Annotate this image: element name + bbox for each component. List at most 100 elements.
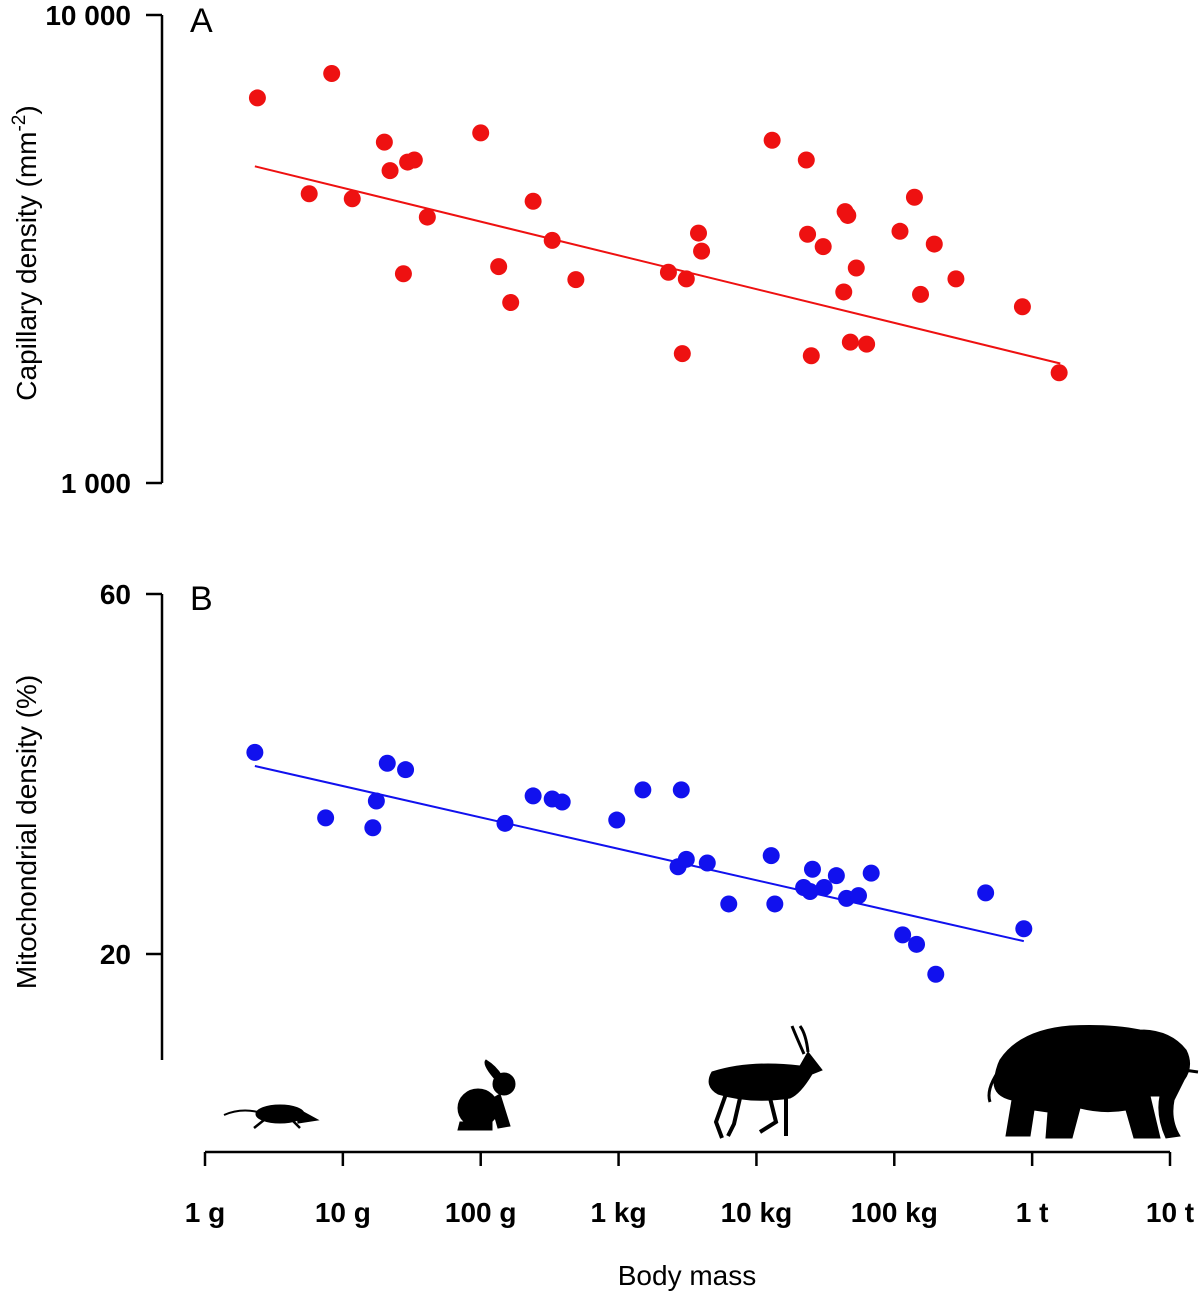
panel-b-data-point: [246, 743, 264, 761]
panel-a-data-point: [381, 162, 399, 180]
panel-b-data-point: [397, 761, 415, 779]
panel-a-trend-line: [254, 165, 1061, 365]
x-tick-label: 1 g: [185, 1197, 225, 1228]
panel-b-data-point: [849, 887, 867, 905]
panel-a-data-point: [689, 224, 707, 242]
panel-b-data-point: [317, 809, 335, 827]
panel-b-data-point: [1015, 920, 1033, 938]
panel-b-data-point: [894, 926, 912, 944]
panel-b-data-point: [608, 811, 626, 829]
panel-a-y-tick-label: 1 000: [61, 468, 131, 499]
panel-a-letter: A: [190, 2, 213, 40]
panel-b-data-point: [364, 819, 382, 837]
panel-b-data-point: [827, 867, 845, 885]
panel-a-data-point: [472, 124, 490, 142]
panel-b-y-tick-label: 60: [100, 579, 131, 610]
panel-a-data-point: [394, 265, 412, 283]
panel-b-data-point: [815, 878, 833, 896]
panel-b-data-point: [553, 793, 571, 811]
panel-b-data-point: [524, 787, 542, 805]
panel-b-data-point: [766, 895, 784, 913]
panel-b-data-point: [367, 792, 385, 810]
x-axis-title: Body mass: [618, 1260, 757, 1291]
panel-b-data-point: [862, 864, 880, 882]
panel-b-y-tick-label: 20: [100, 939, 131, 970]
x-tick-label: 10 kg: [721, 1197, 793, 1228]
panel-a-data-point: [1013, 298, 1031, 316]
panel-b-data-point: [496, 814, 514, 832]
panel-a-data-point: [839, 206, 857, 224]
panel-b-data-point: [927, 965, 945, 983]
panel-b-data-point: [672, 781, 690, 799]
panel-a-data-point: [841, 333, 859, 351]
panel-a-data-point: [763, 131, 781, 149]
panel-a-y-tick-label: 10 000: [45, 0, 131, 31]
panel-a-data-point: [1050, 364, 1068, 382]
panel-a-capillary-density: A 1 000 10 000 Capillary density (mm-2): [9, 0, 1068, 499]
panel-a-data-point: [343, 190, 361, 208]
x-tick-label: 1 t: [1016, 1197, 1049, 1228]
panel-a-points: [248, 64, 1068, 382]
elephant-silhouette: [987, 1025, 1199, 1139]
x-tick-label: 100 g: [445, 1197, 517, 1228]
panel-b-data-point: [634, 781, 652, 799]
panel-a-data-point: [797, 151, 815, 169]
panel-a-data-point: [490, 258, 508, 276]
hare-silhouette: [457, 1059, 516, 1131]
panel-b-trend-line-group: [254, 764, 1025, 943]
panel-a-data-point: [905, 188, 923, 206]
panel-a-data-point: [248, 89, 266, 107]
panel-b-trend-line: [254, 764, 1025, 943]
panel-b-data-point: [378, 754, 396, 772]
panel-b-y-axis-title: Mitochondrial density (%): [11, 675, 42, 989]
panel-a-data-point: [300, 185, 318, 203]
panel-a-data-point: [799, 225, 817, 243]
panel-a-data-point: [673, 345, 691, 363]
panel-a-data-point: [925, 235, 943, 253]
panel-a-data-point: [947, 270, 965, 288]
panel-a-data-point: [659, 263, 677, 281]
panel-a-data-point: [323, 64, 341, 82]
panel-a-y-axis-title: Capillary density (mm-2): [9, 105, 42, 400]
panel-a-data-point: [502, 294, 520, 312]
panel-a-data-point: [543, 231, 561, 249]
panel-b-data-point: [720, 895, 738, 913]
panel-b-points: [246, 743, 1033, 983]
panel-a-data-point: [418, 208, 436, 226]
panel-a-data-point: [405, 151, 423, 169]
x-tick-label: 1 kg: [591, 1197, 647, 1228]
panel-a-data-point: [847, 259, 865, 277]
panel-b-data-point: [762, 847, 780, 865]
panel-b-data-point: [803, 860, 821, 878]
x-tick-label: 10 t: [1146, 1197, 1194, 1228]
panel-b-data-point: [677, 850, 695, 868]
panel-a-y-ticks: 1 000 10 000: [45, 0, 162, 499]
panel-a-data-point: [891, 222, 909, 240]
panel-a-data-point: [858, 335, 876, 353]
x-tick-label: 10 g: [315, 1197, 371, 1228]
panel-a-trend-line-group: [254, 165, 1061, 365]
panel-a-data-point: [567, 271, 585, 289]
panel-a-data-point: [677, 270, 695, 288]
x-ticks: 1 g 10 g 100 g 1 kg 10 kg 100 kg 1 t 10 t: [185, 1152, 1194, 1228]
panel-a-data-point: [375, 133, 393, 151]
x-axis: 1 g 10 g 100 g 1 kg 10 kg 100 kg 1 t 10 t Body …: [185, 1150, 1194, 1291]
panel-a-data-point: [802, 347, 820, 365]
panel-b-data-point: [698, 854, 716, 872]
panel-b-data-point: [908, 935, 926, 953]
panel-a-data-point: [835, 283, 853, 301]
animal-silhouettes: [223, 1025, 1199, 1139]
shrew-silhouette: [223, 1104, 320, 1129]
x-tick-label: 100 kg: [851, 1197, 938, 1228]
panel-a-data-point: [912, 285, 930, 303]
panel-a-data-point: [814, 238, 832, 256]
panel-b-data-point: [801, 883, 819, 901]
panel-a-data-point: [524, 192, 542, 210]
panel-b-data-point: [977, 884, 995, 902]
gazelle-silhouette: [708, 1025, 823, 1139]
panel-a-data-point: [693, 242, 711, 260]
panel-b-letter: B: [190, 580, 213, 618]
